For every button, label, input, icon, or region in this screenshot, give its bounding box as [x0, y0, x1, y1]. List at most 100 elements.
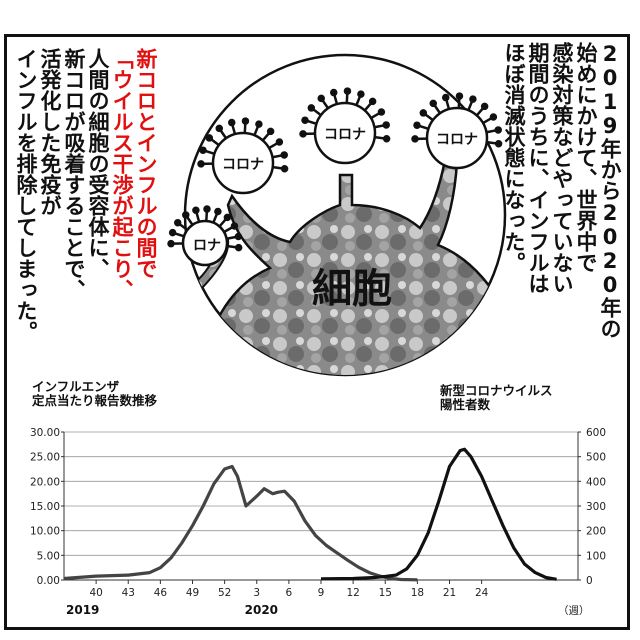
virus-spike-tip	[301, 116, 309, 124]
year-label-2019: 2019	[66, 603, 99, 617]
virus-spike-tip	[455, 92, 464, 100]
virus-spike-tip	[203, 205, 211, 213]
virus-spike-tip	[182, 211, 190, 219]
y-right-tick-label: 0	[586, 575, 593, 587]
virus-spike-tip	[280, 164, 289, 173]
right-line-1: 2019年から2020年の	[598, 42, 622, 339]
x-unit-label: （週）	[558, 605, 590, 617]
virus-spike-tip	[357, 90, 365, 98]
right-narration: 2019年から2020年の 始めにかけて、世界中で 感染対策などやっていない 期…	[502, 42, 622, 342]
virus-spike-tip	[382, 134, 391, 143]
influenza-chart-title: インフルエンザ 定点当たり報告数推移	[32, 379, 158, 408]
y-left-tick-label: 30.00	[30, 427, 60, 439]
virus-spike-tip	[307, 104, 316, 112]
virus-spike-tip	[280, 151, 288, 159]
y-right-tick-label: 200	[586, 526, 606, 538]
x-tick-label: 46	[154, 587, 168, 599]
virus-spike-tip	[411, 135, 419, 143]
x-tick-label: 40	[89, 587, 102, 599]
virus-spike-tip	[494, 139, 503, 148]
virus-spike-tip	[205, 134, 214, 142]
left-line-1: 人間の細胞の受容体に、	[86, 48, 110, 279]
y-right-tick-label: 400	[586, 476, 606, 488]
virus-head-1	[181, 101, 489, 267]
virus-label-4: ロナ	[193, 238, 221, 254]
y-right-tick-label: 500	[586, 452, 606, 464]
virus-spike-tip	[215, 124, 223, 133]
virus-spike-tip	[234, 232, 243, 241]
virus-spike-tip	[275, 138, 284, 146]
right-line-3: 感染対策などやっていない	[550, 42, 574, 294]
virus-spike-tip	[469, 95, 477, 103]
year-label-2020: 2020	[245, 603, 278, 617]
virus-spike-tip	[343, 87, 352, 95]
y-left-tick-label: 25.00	[30, 452, 60, 464]
virus-spike-tip	[173, 218, 182, 227]
virus-spike-tip	[489, 113, 498, 121]
x-tick-label: 6	[286, 587, 293, 599]
left-narration: 新コロとインフルの間で 「ウイルス干渉が起こり、 人間の細胞の受容体に、 新コロ…	[14, 48, 158, 348]
virus-spike-tip	[419, 109, 428, 117]
virus-spike-tip	[241, 117, 250, 125]
virus-spike-tip	[441, 93, 450, 102]
x-tick-label: 49	[186, 587, 199, 599]
virus-spike-tip	[429, 99, 437, 108]
virus-spike-tip	[167, 239, 175, 248]
virus-spike-tip	[214, 207, 222, 216]
y-left-tick-label: 5.00	[37, 550, 60, 562]
virus-spike-tip	[168, 228, 177, 237]
right-line-4: 期間のうちに、インフルは	[526, 42, 550, 294]
left-red-line-2: 「ウイルス干渉が起こり、	[110, 48, 134, 300]
covid-series-line	[320, 447, 557, 581]
cell-body	[198, 158, 505, 375]
x-tick-label: 15	[379, 587, 392, 599]
virus-spike-tip	[227, 118, 236, 127]
y-right-tick-label: 300	[586, 501, 606, 513]
x-tick-label: 3	[253, 587, 260, 599]
virus-spikes	[167, 87, 503, 252]
y-right-tick-label: 100	[586, 550, 606, 562]
virus-spike-tip	[197, 160, 205, 168]
x-tick-label: 43	[122, 587, 135, 599]
virus-spike-tip	[234, 243, 243, 252]
virus-spike-tip	[299, 130, 307, 138]
virus-spike-tip	[192, 206, 200, 214]
virus-spike-tip	[413, 121, 421, 129]
virus-spike-tip	[266, 127, 275, 136]
virus-spike-tip	[329, 88, 338, 97]
x-tick-label: 9	[318, 587, 325, 599]
y-left-tick-label: 0.00	[37, 575, 60, 587]
virus-label-3: コロナ	[436, 132, 478, 148]
virus-spike-tip	[317, 94, 325, 103]
virus-spike-tip	[377, 108, 386, 116]
x-tick-label: 12	[346, 587, 359, 599]
virus-spike-tip	[199, 146, 207, 154]
y-left-tick-label: 10.00	[30, 526, 60, 538]
left-line-3: 活発化した免疫が	[38, 48, 62, 216]
virus-spike-tip	[230, 222, 239, 230]
virus-spike-tip	[255, 120, 263, 128]
covid-chart-title: 新型コロナウイルス 陽性者数	[440, 383, 553, 412]
x-tick-label: 21	[443, 587, 456, 599]
right-line-5: ほぼ消滅状態になった。	[502, 42, 526, 273]
left-line-2: 新コロが吸着することで、	[62, 48, 86, 300]
influenza-series-line	[63, 464, 418, 582]
left-red-line-1: 新コロとインフルの間で	[134, 48, 158, 279]
x-tick-label: 18	[411, 587, 424, 599]
virus-spike-tip	[223, 213, 232, 222]
virus-label-2: コロナ	[324, 127, 366, 143]
virus-spike-tip	[382, 121, 390, 129]
right-line-2: 始めにかけて、世界中で	[574, 42, 598, 273]
virus-spike-tip	[494, 126, 502, 134]
x-tick-label: 24	[475, 587, 489, 599]
y-right-tick-label: 600	[586, 427, 606, 439]
virus-spike-tip	[368, 97, 377, 106]
y-left-tick-label: 20.00	[30, 476, 60, 488]
y-left-tick-label: 15.00	[30, 501, 60, 513]
virus-label-1: コロナ	[222, 157, 264, 173]
left-line-4: インフルを排除してしまった。	[14, 48, 38, 342]
virus-spike-tip	[480, 102, 489, 111]
x-tick-label: 52	[218, 587, 231, 599]
